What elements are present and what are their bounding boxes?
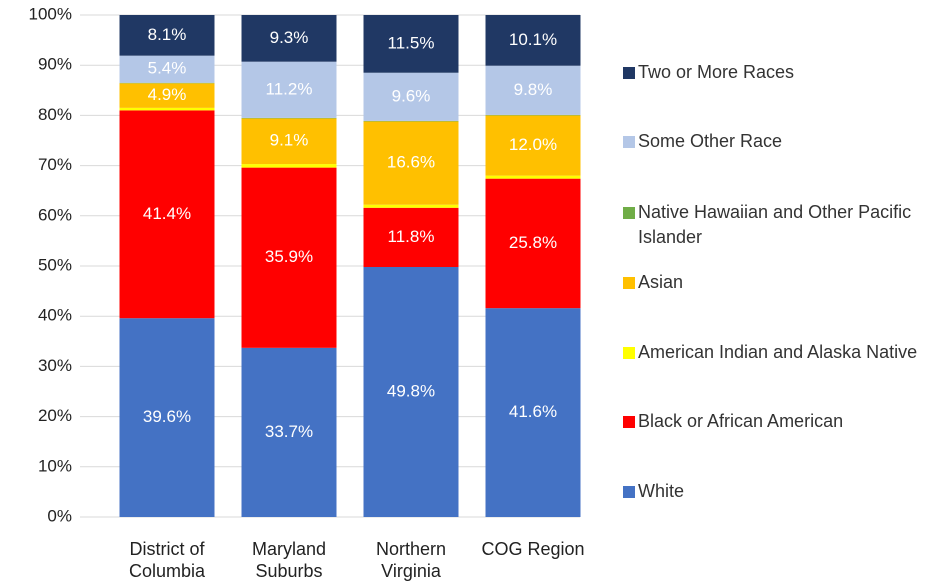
legend-swatch (623, 277, 635, 289)
bar-segment (119, 83, 215, 108)
legend-entry: Some Other Race (623, 129, 923, 154)
bar-segment (485, 175, 581, 179)
legend-label: Asian (638, 272, 684, 292)
legend-entry: Two or More Races (623, 60, 923, 85)
bar-segment (363, 207, 459, 268)
bar-segment (485, 308, 581, 517)
legend-entry: Asian (623, 270, 923, 295)
bar-segment (363, 267, 459, 517)
data-label: 9.6% (392, 86, 431, 105)
bar-segment (363, 120, 459, 122)
legend-swatch (623, 347, 635, 359)
data-label: 11.2% (266, 79, 313, 98)
bar-segment (119, 107, 215, 111)
legend-label: White (638, 481, 685, 501)
data-label: 5.4% (148, 59, 187, 78)
legend-entry: Native Hawaiian and Other Pacific Island… (623, 200, 923, 250)
bar-segment (363, 15, 459, 73)
bar-segment (363, 72, 459, 121)
bar-segment (485, 115, 581, 176)
bar-segment (119, 318, 215, 517)
y-tick-label: 100% (29, 4, 72, 23)
bar-segment (119, 55, 215, 83)
bar-segment (241, 118, 337, 165)
bar-segment (119, 15, 215, 56)
x-tick-label: COG Region (481, 539, 585, 559)
data-label: 35.9% (265, 247, 313, 266)
data-label: 9.3% (270, 28, 309, 47)
legend-swatch (623, 67, 635, 79)
data-label: 12.0% (509, 135, 557, 154)
data-label: 41.4% (143, 204, 191, 223)
data-label: 33.7% (265, 422, 313, 441)
legend-label: Some Other Race (638, 131, 783, 151)
data-label: 9.8% (514, 80, 553, 99)
legend-swatch (623, 136, 635, 148)
data-label: 9.1% (270, 131, 309, 150)
legend-label: Black or African American (638, 411, 844, 431)
legend-label: American Indian and Alaska Native (638, 342, 918, 362)
data-label: 11.8% (388, 227, 435, 246)
bar-segment (241, 117, 337, 119)
legend-label: Two or More Races (638, 62, 795, 82)
y-tick-label: 10% (38, 456, 72, 475)
bar-segment (485, 114, 581, 116)
x-tick-label: District of Columbia (128, 539, 206, 581)
bar-segment (485, 65, 581, 115)
bar-segment (241, 15, 337, 62)
x-tick-label: Maryland Suburbs (251, 539, 327, 581)
data-label: 25.8% (509, 233, 557, 252)
legend-entry: Black or African American (623, 409, 923, 434)
legend-label: Native Hawaiian and Other Pacific Island… (638, 202, 912, 247)
y-tick-label: 20% (38, 406, 72, 425)
y-tick-label: 60% (38, 205, 72, 224)
bar-segment (241, 61, 337, 118)
y-tick-label: 70% (38, 155, 72, 174)
y-tick-label: 40% (38, 306, 72, 325)
y-tick-label: 30% (38, 356, 72, 375)
data-label: 41.6% (509, 402, 557, 421)
legend-swatch (623, 486, 635, 498)
bar-segment (363, 204, 459, 208)
bar-segment (241, 347, 337, 517)
bar-segment (485, 178, 581, 309)
data-label: 4.9% (148, 85, 187, 104)
data-label: 11.5% (388, 33, 435, 52)
bar-segment (363, 121, 459, 205)
y-tick-label: 50% (38, 255, 72, 274)
bar-segment (119, 82, 215, 84)
x-tick-label: Northern Virginia (375, 539, 447, 581)
legend-swatch (623, 416, 635, 428)
data-label: 8.1% (148, 25, 187, 44)
data-label: 49.8% (387, 381, 435, 400)
data-label: 16.6% (387, 153, 435, 172)
y-tick-label: 80% (38, 105, 72, 124)
bar-segment (241, 167, 337, 348)
legend-entry: White (623, 479, 923, 504)
bar-segment (485, 15, 581, 66)
y-tick-label: 90% (38, 55, 72, 74)
data-label: 39.6% (143, 407, 191, 426)
legend-swatch (623, 207, 635, 219)
y-tick-label: 0% (47, 506, 72, 525)
bar-segment (241, 164, 337, 168)
legend-entry: American Indian and Alaska Native (623, 340, 923, 365)
data-label: 10.1% (509, 30, 557, 49)
bar-segment (119, 110, 215, 319)
